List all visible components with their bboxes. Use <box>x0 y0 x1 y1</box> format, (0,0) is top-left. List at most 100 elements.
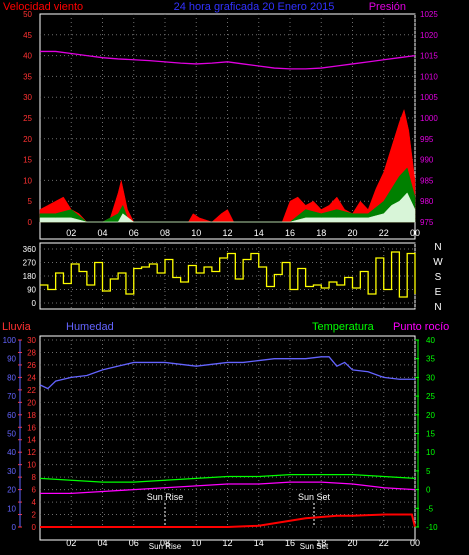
chart-date-title: 24 hora graficada 20 Enero 2015 <box>174 1 335 13</box>
time-tick-label: 06 <box>129 538 139 548</box>
rain-tick-label: 8 <box>32 473 37 482</box>
rain-tick-label: 30 <box>27 336 36 345</box>
time-tick-label: 08 <box>160 228 170 238</box>
time-tick-label: 14 <box>254 538 264 548</box>
legend-humidity: Humedad <box>66 321 114 333</box>
rain-tick-label: 10 <box>27 461 36 470</box>
pressure-tick-label: 975 <box>420 218 434 227</box>
humidity-tick-label: 40 <box>7 448 16 457</box>
wind-tick-label: 0 <box>28 218 33 227</box>
sunset-time: Sun Set <box>300 542 329 551</box>
time-tick-label: 04 <box>97 538 107 548</box>
time-tick-label: 02 <box>66 228 76 238</box>
time-tick-label: 16 <box>285 228 295 238</box>
rain-tick-label: 0 <box>32 523 37 532</box>
pressure-tick-label: 985 <box>420 176 434 185</box>
wind-tick-label: 35 <box>23 72 32 81</box>
compass-label: N <box>434 302 441 313</box>
legend-dewpoint: Punto rocío <box>393 321 449 333</box>
temperature-tick-label: 15 <box>426 430 435 439</box>
time-tick-label: 22 <box>379 228 389 238</box>
rain-tick-label: 24 <box>27 373 36 382</box>
compass-label: N <box>434 242 441 253</box>
pressure-tick-label: 990 <box>420 156 434 165</box>
humidity-tick-label: 0 <box>12 523 17 532</box>
series-temperatura-line <box>39 473 416 483</box>
temperature-tick-label: 35 <box>426 355 435 364</box>
time-tick-label: 00 <box>410 228 420 238</box>
pressure-tick-label: 980 <box>420 197 434 206</box>
temperature-tick-label: 0 <box>426 486 431 495</box>
time-tick-label: 06 <box>129 228 139 238</box>
sunrise-time: Sun Rise <box>149 542 182 551</box>
humidity-tick-label: 10 <box>7 504 16 513</box>
direction-tick-label: 270 <box>23 259 37 268</box>
wind-tick-label: 20 <box>23 135 32 144</box>
time-tick-label: 16 <box>285 538 295 548</box>
rain-tick-label: 16 <box>27 423 36 432</box>
time-tick-label: 00 <box>410 538 420 548</box>
time-tick-label: 10 <box>191 538 201 548</box>
rain-tick-label: 2 <box>32 511 37 520</box>
temperature-tick-label: 25 <box>426 392 435 401</box>
rain-tick-label: 14 <box>27 436 36 445</box>
direction-tick-label: 180 <box>23 272 37 281</box>
rain-tick-label: 12 <box>27 448 36 457</box>
time-tick-label: 22 <box>379 538 389 548</box>
time-tick-label: 14 <box>254 228 264 238</box>
pressure-title: Presión <box>369 1 406 13</box>
time-tick-label: 04 <box>97 228 107 238</box>
series-punto-rocío-line <box>40 481 416 494</box>
rain-tick-label: 4 <box>32 498 37 507</box>
pressure-tick-label: 995 <box>420 135 434 144</box>
pressure-tick-label: 1025 <box>420 10 438 19</box>
humidity-tick-label: 50 <box>7 430 16 439</box>
pressure-tick-label: 1010 <box>420 72 438 81</box>
time-tick-label: 20 <box>347 228 357 238</box>
time-tick-label: 02 <box>66 538 76 548</box>
pressure-tick-label: 1015 <box>420 52 438 61</box>
humidity-tick-label: 30 <box>7 467 16 476</box>
temperature-tick-label: 40 <box>426 336 435 345</box>
humidity-tick-label: 80 <box>7 373 16 382</box>
humidity-tick-label: 70 <box>7 392 16 401</box>
time-tick-label: 10 <box>191 228 201 238</box>
temperature-tick-label: 5 <box>426 467 431 476</box>
temperature-tick-label: -5 <box>426 504 434 513</box>
legend-temperature: Temperatura <box>312 321 375 333</box>
time-tick-label: 20 <box>347 538 357 548</box>
wind-tick-label: 5 <box>28 197 33 206</box>
legend-rain: Lluvia <box>2 321 32 333</box>
time-tick-label: 18 <box>316 538 326 548</box>
time-tick-label: 12 <box>222 538 232 548</box>
humidity-tick-label: 60 <box>7 411 16 420</box>
rain-tick-label: 26 <box>27 361 36 370</box>
wind-tick-label: 25 <box>23 114 32 123</box>
humidity-tick-label: 100 <box>3 336 17 345</box>
direction-tick-label: 0 <box>32 299 37 308</box>
wind-tick-label: 15 <box>23 156 32 165</box>
rain-tick-label: 18 <box>27 411 36 420</box>
series-lluvia-line <box>40 513 416 528</box>
compass-label: S <box>435 272 442 283</box>
rain-panel-frame <box>39 335 416 541</box>
humidity-tick-label: 90 <box>7 355 16 364</box>
rain-tick-label: 22 <box>27 386 36 395</box>
wind-minimum-area <box>39 192 416 223</box>
compass-label: W <box>433 257 443 268</box>
series-humedad-line <box>39 356 415 390</box>
wind-tick-label: 50 <box>23 10 32 19</box>
rain-tick-label: 28 <box>27 348 36 357</box>
compass-label: E <box>435 287 442 298</box>
temperature-tick-label: -10 <box>426 523 438 532</box>
direction-tick-label: 90 <box>27 286 36 295</box>
pressure-line <box>40 50 416 70</box>
sunrise-label: Sun Rise <box>147 492 184 502</box>
wind-tick-label: 40 <box>23 52 32 61</box>
wind-tick-label: 30 <box>23 93 32 102</box>
temperature-tick-label: 10 <box>426 448 435 457</box>
direction-tick-label: 360 <box>23 245 37 254</box>
wind-tick-label: 10 <box>23 176 32 185</box>
pressure-tick-label: 1020 <box>420 31 438 40</box>
